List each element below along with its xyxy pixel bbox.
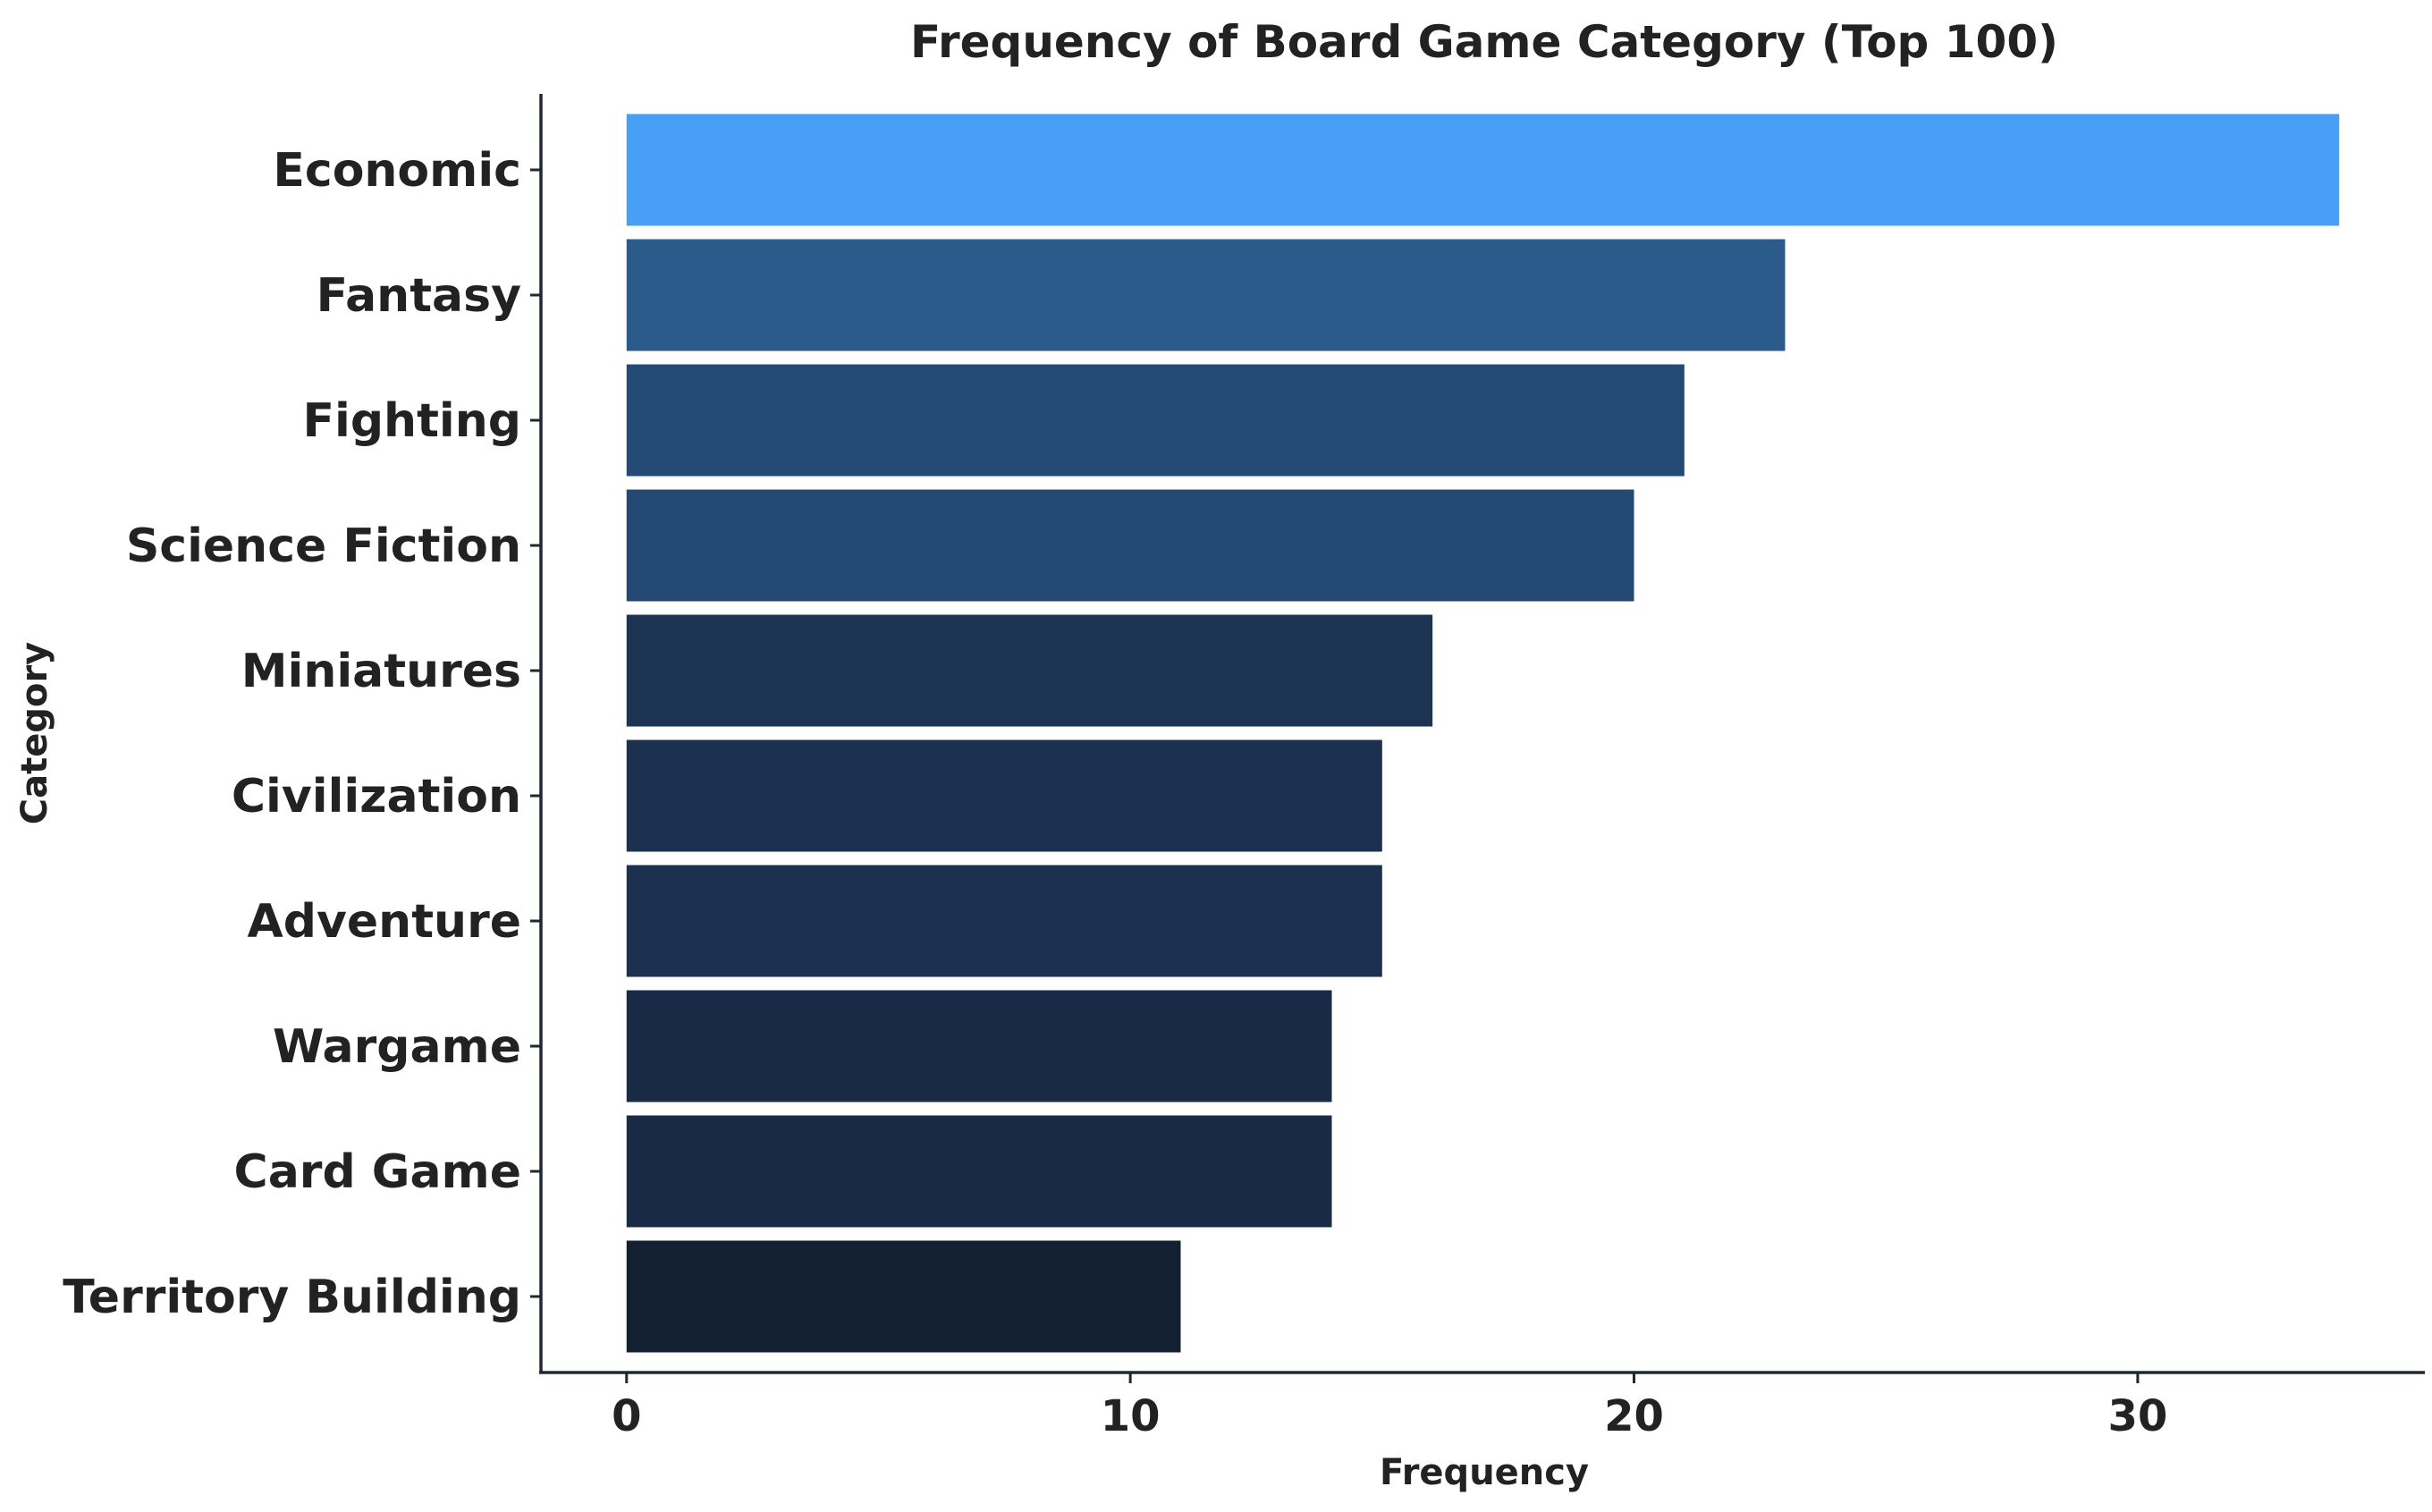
category-label-territory-building: Territory Building	[63, 1271, 521, 1324]
x-tick-label-30: 30	[2107, 1391, 2167, 1441]
category-label-science-fiction: Science Fiction	[126, 519, 521, 573]
bar-economic	[626, 114, 2340, 226]
category-label-fighting: Fighting	[302, 394, 521, 448]
y-axis-label: Category	[14, 642, 55, 825]
y-axis-ticks: Economic Fantasy Fighting Science Fiction Mi…	[63, 144, 541, 1324]
bar-civilization	[626, 739, 1382, 852]
bar-fantasy	[626, 239, 1786, 351]
x-axis-label: Frequency	[1380, 1452, 1589, 1493]
category-label-card-game: Card Game	[234, 1145, 521, 1199]
bar-territory-building	[626, 1240, 1181, 1353]
category-label-civilization: Civilization	[232, 770, 521, 824]
chart-title: Frequency of Board Game Category (Top 10…	[910, 16, 2058, 68]
bar-fighting	[626, 364, 1685, 477]
category-label-fantasy: Fantasy	[317, 269, 521, 323]
bars-group	[626, 114, 2340, 1353]
x-axis-ticks: 0 10 20 30	[612, 1373, 2167, 1441]
bar-card-game	[626, 1115, 1332, 1228]
x-tick-label-0: 0	[612, 1391, 641, 1441]
bar-wargame	[626, 990, 1332, 1102]
category-label-adventure: Adventure	[248, 895, 521, 949]
x-tick-label-10: 10	[1101, 1391, 1161, 1441]
bar-adventure	[626, 865, 1382, 977]
category-label-wargame: Wargame	[273, 1020, 521, 1074]
category-label-miniatures: Miniatures	[241, 645, 521, 698]
bar-miniatures	[626, 614, 1433, 727]
bar-science-fiction	[626, 489, 1634, 602]
x-tick-label-20: 20	[1604, 1391, 1664, 1441]
category-label-economic: Economic	[273, 144, 521, 198]
